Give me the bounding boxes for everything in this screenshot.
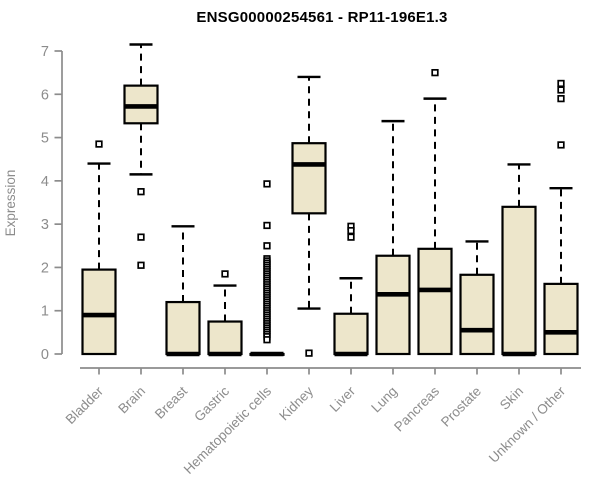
x-axis-label-bladder: Bladder <box>63 383 107 427</box>
outlier-brain <box>137 233 145 241</box>
box-prostate <box>459 273 495 356</box>
y-axis-tick-label: 3 <box>41 217 49 233</box>
outlier-hematopoietic-cells <box>263 180 271 188</box>
outlier-unknown-other <box>557 79 565 88</box>
outlier-unknown-other <box>557 86 565 94</box>
outlier-bladder <box>95 140 103 148</box>
x-axis-label-prostate: Prostate <box>438 384 484 430</box>
outlier-brain <box>137 188 145 196</box>
y-axis-tick-label: 4 <box>41 174 49 190</box>
outlier-unknown-other <box>557 94 565 103</box>
x-axis-label-breast: Breast <box>152 383 190 421</box>
chart-title: ENSG00000254561 - RP11-196E1.3 <box>196 9 448 26</box>
y-axis-tick-label: 5 <box>41 131 49 147</box>
box-liver <box>333 312 369 356</box>
y-axis-tick-label: 6 <box>41 87 49 103</box>
x-axis-label-gastric: Gastric <box>191 383 232 424</box>
outlier-liver <box>347 233 355 241</box>
y-axis-tick-label: 2 <box>41 260 49 276</box>
box-unknown-other <box>543 282 579 356</box>
outlier-kidney <box>305 349 313 357</box>
x-axis-label-skin: Skin <box>497 384 526 413</box>
box-bladder <box>81 268 117 356</box>
y-axis-title: Expression <box>3 170 18 237</box>
x-axis-label-brain: Brain <box>115 384 148 417</box>
box-pancreas <box>417 247 453 356</box>
outlier-hematopoietic-cells <box>263 336 271 344</box>
outlier-brain <box>137 261 145 269</box>
outlier-unknown-other <box>557 141 565 149</box>
outlier-liver <box>347 226 355 235</box>
x-axis-label-kidney: Kidney <box>276 383 316 423</box>
x-axis-label-lung: Lung <box>368 384 400 416</box>
box-breast <box>165 300 201 356</box>
y-axis-tick-label: 7 <box>41 44 49 60</box>
y-axis-tick-label: 0 <box>41 347 49 363</box>
outlier-gastric <box>221 270 229 278</box>
y-axis-tick-label: 1 <box>41 304 49 320</box>
box-kidney <box>291 142 327 215</box>
x-axis-label-liver: Liver <box>327 383 359 415</box>
outlier-hematopoietic-cells <box>263 221 271 230</box>
outlier-hematopoietic-cells <box>263 242 271 250</box>
outlier-pancreas <box>431 68 439 77</box>
box-skin <box>501 205 537 356</box>
box-lung <box>375 254 411 356</box>
box-gastric <box>207 320 243 356</box>
x-axis-label-pancreas: Pancreas <box>391 383 442 434</box>
x-axis-label-unknown-other: Unknown / Other <box>486 383 569 466</box>
